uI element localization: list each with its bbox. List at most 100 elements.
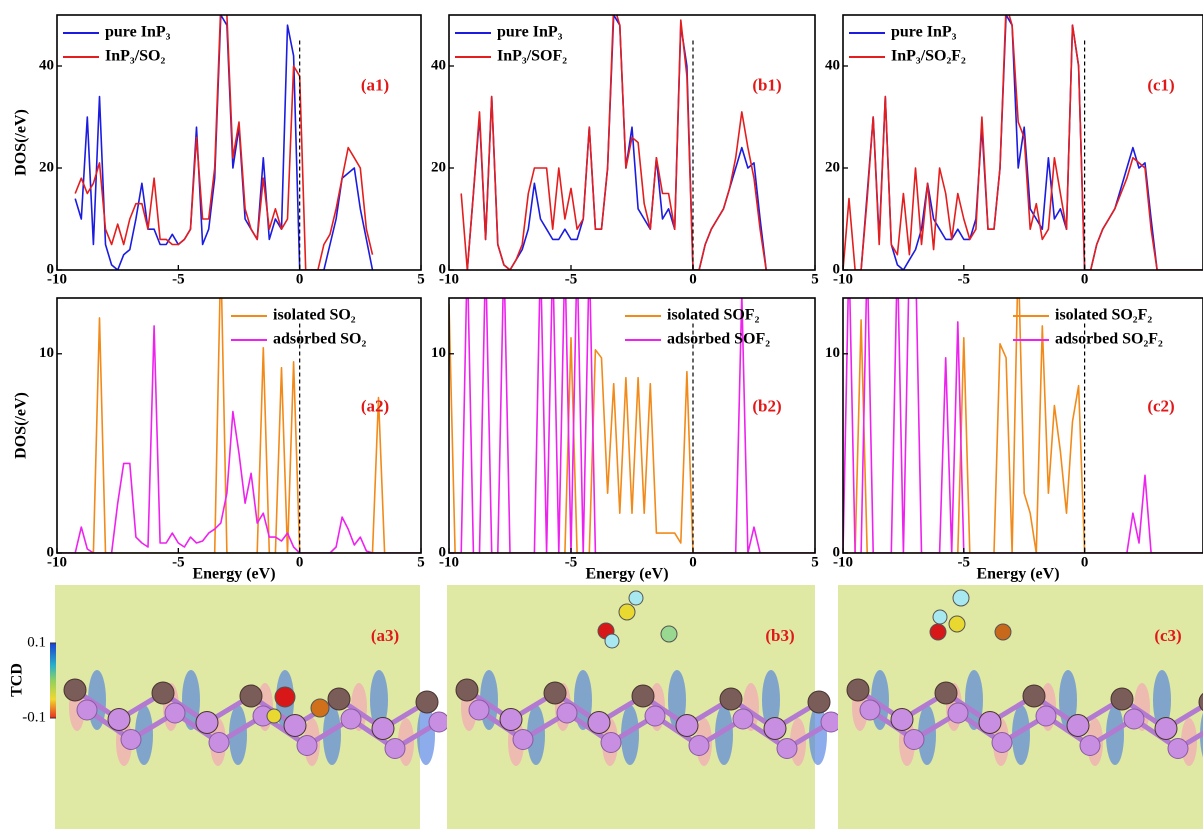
x-tick-label: -5 xyxy=(172,271,185,287)
molecule-atom xyxy=(952,589,970,607)
atom-p xyxy=(1123,708,1145,730)
charge-depletion xyxy=(1106,705,1124,765)
atom-p xyxy=(76,699,98,721)
panel: -10 -5 0 0 10 Energy (eV) isolated SO₂F₂ adsorb… xyxy=(825,297,1203,583)
molecule-atom xyxy=(628,590,644,606)
atom-p xyxy=(428,711,450,733)
atom-in xyxy=(1066,714,1090,737)
charge-depletion xyxy=(229,705,247,765)
atom-p xyxy=(120,729,142,750)
atom-p xyxy=(776,738,798,759)
panel: -10 -5 0 5 0 20 40 DOS(/eV) pure InP₃ InP₃/SO₂ (a1… xyxy=(13,14,425,287)
y-tick-label: 20 xyxy=(825,159,840,175)
panel-label: (c1) xyxy=(1147,75,1174,94)
x-axis-label: Energy (eV) xyxy=(585,566,668,583)
atom-p xyxy=(384,738,406,759)
y-tick-label: 20 xyxy=(431,159,446,175)
colorbar-tick-label: 0.1 xyxy=(27,634,46,650)
atom-in xyxy=(195,711,219,734)
molecule-atom xyxy=(929,623,947,641)
panel: -10 -5 0 5 0 10 Energy (eV) isolated SOF₂ adsorb… xyxy=(431,297,819,583)
charge-depletion xyxy=(527,705,545,765)
y-tick-label: 40 xyxy=(825,57,840,73)
legend-label: isolated SOF₂ xyxy=(667,307,760,324)
x-tick-label: 0 xyxy=(1081,271,1089,287)
atom-in xyxy=(371,717,395,740)
atom-p xyxy=(1079,735,1101,756)
atom-p xyxy=(1035,705,1057,727)
molecule-atom xyxy=(618,603,636,621)
axes-frame xyxy=(448,14,816,271)
molecule-atom xyxy=(994,623,1012,641)
dos-line xyxy=(74,15,374,270)
panel-label: (c3) xyxy=(1154,626,1181,645)
dos-line xyxy=(460,15,767,270)
molecule-atom xyxy=(266,708,282,724)
tcd-map: (b3) xyxy=(447,585,842,829)
atom-in xyxy=(675,714,699,737)
x-tick-label: -5 xyxy=(958,554,971,570)
x-tick-label: -5 xyxy=(172,554,185,570)
y-tick-label: 40 xyxy=(431,57,446,73)
panel-label: (a2) xyxy=(361,397,389,416)
y-tick-label: 10 xyxy=(39,345,54,361)
atom-in xyxy=(934,681,958,705)
atom-in xyxy=(283,714,307,737)
tcd-map: (c3) xyxy=(838,585,1203,829)
panel-label: (a3) xyxy=(371,626,399,645)
legend-label: adsorbed SO₂F₂ xyxy=(1055,331,1163,348)
y-tick-label: 0 xyxy=(47,261,55,277)
y-tick-label: 0 xyxy=(439,261,447,277)
charge-depletion xyxy=(370,670,388,730)
atom-in xyxy=(63,678,87,702)
panel: -10 -5 0 0 20 40 pure InP₃ InP₃/SO₂F₂ (c1) xyxy=(825,14,1203,287)
legend-label: adsorbed SO₂ xyxy=(273,331,366,348)
dos-line xyxy=(449,298,815,553)
x-tick-label: 0 xyxy=(296,271,304,287)
dos-line xyxy=(843,15,1203,270)
atom-p xyxy=(947,702,969,724)
molecule-atom xyxy=(310,698,330,718)
tcd-map: (a3) xyxy=(55,585,450,829)
x-tick-label: 0 xyxy=(689,271,697,287)
atom-in xyxy=(807,690,831,714)
legend-label: isolated SO₂F₂ xyxy=(1055,307,1152,324)
x-axis-label: Energy (eV) xyxy=(976,566,1059,583)
legend-label: isolated SO₂ xyxy=(273,307,356,324)
x-tick-label: -10 xyxy=(439,554,459,570)
legend-label: pure InP₃ xyxy=(891,24,957,41)
atom-p xyxy=(600,732,622,753)
charge-depletion xyxy=(715,705,733,765)
charge-depletion xyxy=(918,705,936,765)
legend-label: InP₃/SO₂ xyxy=(105,48,165,65)
y-tick-label: 0 xyxy=(833,261,841,277)
atom-in xyxy=(719,687,743,711)
x-tick-label: 5 xyxy=(811,554,819,570)
atom-in xyxy=(587,711,611,734)
x-tick-label: -10 xyxy=(47,271,67,287)
atom-in xyxy=(107,708,131,731)
y-tick-label: 40 xyxy=(39,57,54,73)
atom-p xyxy=(340,708,362,730)
atom-p xyxy=(688,735,710,756)
atom-in xyxy=(978,711,1002,734)
dos-line xyxy=(843,298,1203,553)
legend-label: pure InP₃ xyxy=(105,24,171,41)
charge-depletion xyxy=(135,705,153,765)
colorbar-label: TCD xyxy=(9,663,26,697)
atom-in xyxy=(763,717,787,740)
x-tick-label: 5 xyxy=(417,554,425,570)
panel-label: (a1) xyxy=(361,75,389,94)
legend-label: pure InP₃ xyxy=(497,24,563,41)
atom-p xyxy=(991,732,1013,753)
y-tick-label: 0 xyxy=(439,544,447,560)
dos-line xyxy=(843,298,1203,553)
atom-p xyxy=(644,705,666,727)
panel-label: (b2) xyxy=(752,397,781,416)
x-tick-label: 0 xyxy=(296,554,304,570)
atom-in xyxy=(239,684,263,708)
atom-p xyxy=(208,732,230,753)
x-tick-label: -5 xyxy=(565,554,578,570)
legend-label: adsorbed SOF₂ xyxy=(667,331,770,348)
atom-p xyxy=(164,702,186,724)
